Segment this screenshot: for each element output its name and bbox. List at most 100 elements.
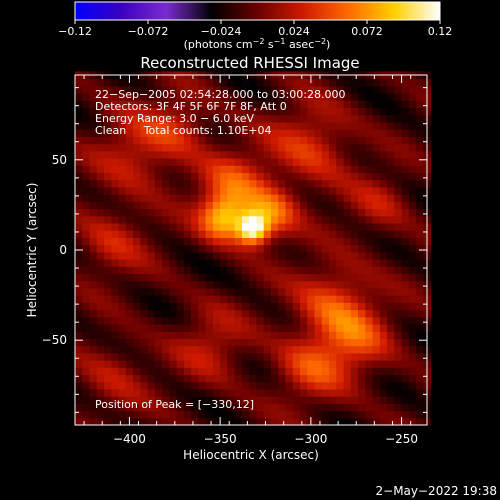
- heatmap-cell: [220, 396, 229, 404]
- heatmap-cell: [249, 360, 258, 368]
- heatmap-cell: [278, 417, 287, 426]
- heatmap-cell: [372, 295, 381, 303]
- heatmap-cell: [299, 78, 308, 87]
- heatmap-cell: [394, 331, 403, 340]
- heatmap-cell: [96, 208, 105, 217]
- heatmap-cell: [111, 280, 120, 289]
- heatmap-cell: [162, 136, 170, 145]
- heatmap-cell: [314, 360, 323, 368]
- heatmap-cell: [198, 388, 207, 397]
- heatmap-cell: [154, 338, 163, 347]
- heatmap-cell: [118, 100, 127, 109]
- heatmap-cell: [394, 280, 403, 289]
- heatmap-cell: [379, 114, 388, 123]
- heatmap-cell: [358, 93, 366, 101]
- heatmap-cell: [227, 410, 236, 419]
- heatmap-cell: [256, 150, 265, 159]
- heatmap-cell: [220, 121, 229, 130]
- heatmap-cell: [191, 78, 199, 87]
- heatmap-cell: [256, 93, 265, 101]
- heatmap-cell: [263, 179, 272, 188]
- heatmap-cell: [82, 338, 91, 347]
- heatmap-cell: [154, 222, 163, 231]
- heatmap-cell: [205, 215, 214, 224]
- heatmap-cell: [321, 129, 330, 137]
- heatmap-cell: [169, 201, 178, 210]
- heatmap-cell: [227, 114, 236, 123]
- heatmap-cell: [278, 280, 287, 289]
- heatmap-cell: [278, 186, 287, 195]
- heatmap-cell: [205, 266, 214, 275]
- heatmap-cell: [118, 244, 127, 253]
- heatmap-cell: [191, 244, 199, 253]
- heatmap-cell: [75, 316, 83, 325]
- heatmap-cell: [321, 186, 330, 195]
- heatmap-cell: [401, 388, 410, 397]
- heatmap-cell: [307, 136, 316, 145]
- heatmap-cell: [263, 403, 272, 412]
- heatmap-cell: [125, 374, 134, 383]
- heatmap-cell: [350, 93, 359, 101]
- heatmap-cell: [263, 417, 272, 426]
- heatmap-cell: [96, 143, 105, 152]
- heatmap-cell: [358, 360, 366, 368]
- heatmap-cell: [278, 230, 287, 238]
- heatmap-cell: [75, 374, 83, 383]
- heatmap-cell: [263, 323, 272, 332]
- heatmap-cell: [125, 251, 134, 260]
- heatmap-cell: [183, 78, 192, 87]
- heatmap-cell: [343, 388, 352, 397]
- heatmap-cell: [118, 165, 127, 174]
- heatmap-cell: [292, 266, 301, 275]
- heatmap-cell: [365, 186, 374, 195]
- heatmap-cell: [89, 186, 98, 195]
- heatmap-cell: [96, 230, 105, 238]
- heatmap-cell: [358, 114, 366, 123]
- heatmap-cell: [89, 107, 98, 116]
- heatmap-cell: [96, 100, 105, 109]
- heatmap-cell: [176, 345, 185, 354]
- heatmap-cell: [140, 93, 149, 101]
- heatmap-cell: [365, 367, 374, 376]
- heatmap-cell: [401, 266, 410, 275]
- heatmap-cell: [256, 222, 265, 231]
- heatmap-cell: [154, 381, 163, 390]
- heatmap-cell: [401, 129, 410, 137]
- heatmap-cell: [394, 287, 403, 296]
- heatmap-cell: [416, 85, 424, 94]
- heatmap-cell: [278, 85, 287, 94]
- heatmap-cell: [408, 367, 417, 376]
- heatmap-cell: [263, 338, 272, 347]
- heatmap-cell: [154, 150, 163, 159]
- heatmap-cell: [241, 287, 250, 296]
- heatmap-cell: [278, 410, 287, 419]
- heatmap-cell: [162, 374, 170, 383]
- heatmap-cell: [329, 345, 337, 354]
- heatmap-cell: [104, 352, 112, 361]
- heatmap-cell: [387, 237, 395, 246]
- heatmap-cell: [82, 259, 91, 267]
- heatmap-cell: [285, 237, 294, 246]
- heatmap-cell: [147, 222, 156, 231]
- heatmap-cell: [176, 85, 185, 94]
- heatmap-cell: [379, 237, 388, 246]
- heatmap-cell: [205, 338, 214, 347]
- heatmap-cell: [321, 179, 330, 188]
- heatmap-cell: [111, 114, 120, 123]
- heatmap-cell: [227, 259, 236, 267]
- heatmap-cell: [263, 280, 272, 289]
- heatmap-cell: [111, 251, 120, 260]
- heatmap-cell: [147, 201, 156, 210]
- heatmap-cell: [191, 410, 199, 419]
- heatmap-cell: [336, 417, 345, 426]
- heatmap-cell: [358, 208, 366, 217]
- heatmap-cell: [205, 237, 214, 246]
- heatmap-cell: [401, 374, 410, 383]
- heatmap-cell: [82, 78, 91, 87]
- heatmap-cell: [241, 179, 250, 188]
- heatmap-cell: [336, 266, 345, 275]
- heatmap-cell: [416, 331, 424, 340]
- heatmap-cell: [198, 165, 207, 174]
- heatmap-cell: [329, 186, 337, 195]
- heatmap-cell: [118, 157, 127, 166]
